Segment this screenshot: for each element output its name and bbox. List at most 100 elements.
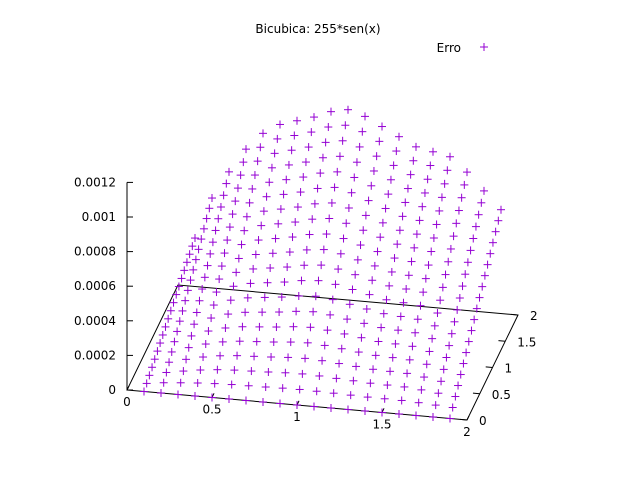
data-point <box>200 273 209 282</box>
data-point <box>284 353 293 362</box>
data-point <box>174 390 182 399</box>
data-point <box>454 381 463 390</box>
data-point <box>421 274 430 283</box>
data-point <box>450 317 459 326</box>
data-point <box>410 243 419 252</box>
data-point <box>420 373 429 382</box>
data-point <box>344 105 352 114</box>
data-point <box>470 315 479 324</box>
data-point <box>191 255 200 264</box>
data-point <box>233 351 242 360</box>
data-point <box>256 143 265 152</box>
point-line <box>293 105 352 409</box>
data-point <box>286 338 295 347</box>
data-point <box>438 283 447 292</box>
data-point <box>296 188 305 197</box>
x-tick-label: 2 <box>463 425 471 439</box>
data-point <box>209 301 218 310</box>
data-point <box>202 214 211 223</box>
data-point <box>340 329 349 338</box>
data-point <box>412 411 420 420</box>
data-point <box>472 304 481 313</box>
data-point <box>353 255 362 264</box>
data-point <box>372 152 381 161</box>
data-point <box>423 175 432 184</box>
data-point <box>281 368 290 377</box>
data-point <box>384 190 393 199</box>
data-point <box>194 245 203 254</box>
data-point <box>172 290 181 299</box>
point-line <box>157 194 216 397</box>
data-point <box>436 296 445 305</box>
data-point <box>420 188 429 197</box>
data-point <box>177 274 186 283</box>
data-point <box>322 230 331 239</box>
y-tick-mark <box>485 366 493 368</box>
data-point <box>434 389 443 398</box>
data-point <box>275 308 284 317</box>
data-point <box>284 160 293 169</box>
data-point <box>418 202 427 211</box>
point-line <box>225 120 284 403</box>
point-line <box>446 205 505 423</box>
data-point <box>161 322 170 331</box>
data-point <box>332 374 341 383</box>
data-point <box>148 363 157 372</box>
data-point <box>276 120 284 129</box>
data-point <box>414 398 423 407</box>
x-tick-mark <box>466 415 470 421</box>
data-point <box>400 382 409 391</box>
data-point <box>197 235 206 244</box>
data-point <box>225 395 233 403</box>
data-point <box>459 359 468 368</box>
data-point <box>278 384 287 393</box>
data-point <box>360 319 369 328</box>
data-point <box>251 250 260 259</box>
data-point <box>319 245 328 254</box>
data-point <box>378 122 386 131</box>
data-point <box>395 410 403 418</box>
data-point <box>394 326 403 335</box>
data-point <box>344 204 353 213</box>
data-point <box>190 320 199 329</box>
data-point <box>253 157 262 166</box>
data-point <box>230 366 239 375</box>
data-point <box>441 270 450 279</box>
data-point <box>362 304 371 313</box>
data-point <box>208 393 216 402</box>
data-point <box>361 407 369 415</box>
data-point <box>255 322 264 331</box>
data-point <box>266 263 275 272</box>
z-tick-label: 0.0006 <box>74 279 116 293</box>
data-point <box>227 380 236 389</box>
data-point <box>318 153 327 162</box>
point-line <box>361 142 420 415</box>
data-point <box>268 249 277 258</box>
data-point <box>383 381 392 390</box>
data-point <box>320 341 329 350</box>
data-point <box>264 368 273 377</box>
data-point <box>405 355 414 364</box>
data-point <box>208 238 217 247</box>
data-point <box>317 261 326 270</box>
z-tick-label: 0 <box>108 383 116 397</box>
y-tick-mark <box>460 418 468 421</box>
data-point <box>344 405 352 414</box>
data-point <box>357 333 366 342</box>
data-point <box>304 143 313 152</box>
data-point <box>335 359 344 368</box>
data-point <box>303 338 312 347</box>
data-point <box>486 249 495 258</box>
data-point <box>276 205 285 214</box>
data-point <box>299 173 308 182</box>
data-point <box>223 236 232 245</box>
point-line <box>412 168 471 420</box>
data-point <box>236 171 245 180</box>
data-point <box>321 138 330 147</box>
data-point <box>330 183 339 192</box>
data-point <box>346 391 355 400</box>
data-point <box>342 219 351 228</box>
data-point <box>182 355 191 364</box>
data-point <box>425 347 434 356</box>
data-point <box>334 265 343 274</box>
